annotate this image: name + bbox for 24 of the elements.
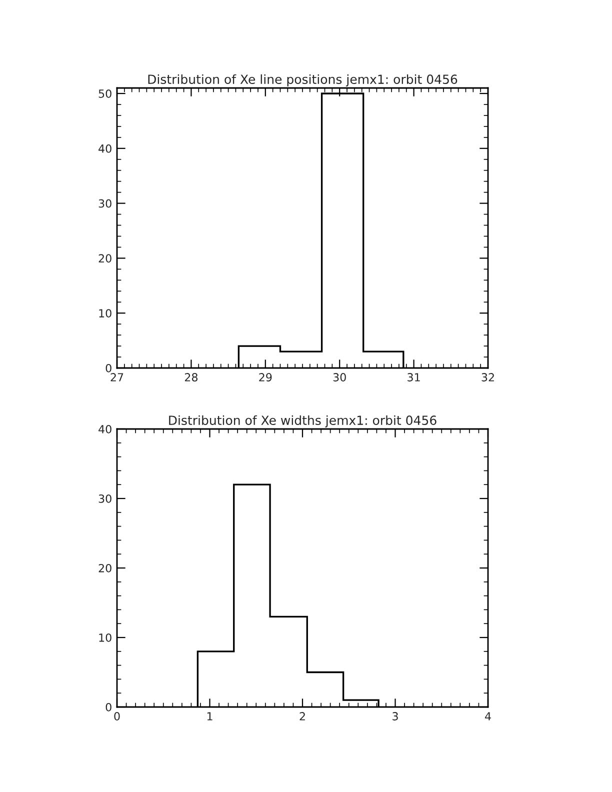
x-tick-label: 31 [408,373,420,382]
x-tick-label: 0 [114,712,120,720]
x-tick-label: 3 [392,712,398,720]
y-tick-label: 40 [98,144,112,153]
y-tick-label: 50 [98,89,112,98]
x-tick-label: 29 [259,373,272,382]
chart-title: Distribution of Xe widths jemx1: orbit 0456 [169,415,436,428]
y-tick-label: 30 [98,199,112,208]
y-tick-label: 0 [106,364,112,372]
y-tick-label: 40 [98,424,112,434]
x-tick-label: 28 [184,373,198,382]
chart-title: Distribution of Xe line positions jemx1: orbit 0456 [148,74,458,86]
y-tick-label: 10 [99,309,112,318]
y-tick-label: 0 [106,702,112,712]
x-tick-label: 1 [207,712,212,720]
y-tick-label: 20 [98,254,112,263]
y-tick-label: 10 [99,633,112,642]
y-tick-label: 20 [98,564,112,572]
x-tick-label: 4 [485,712,491,720]
x-tick-label: 27 [110,373,124,382]
x-tick-label: 32 [482,373,494,382]
x-tick-label: 2 [300,712,305,720]
y-tick-label: 30 [98,494,112,503]
x-tick-label: 30 [333,373,346,382]
